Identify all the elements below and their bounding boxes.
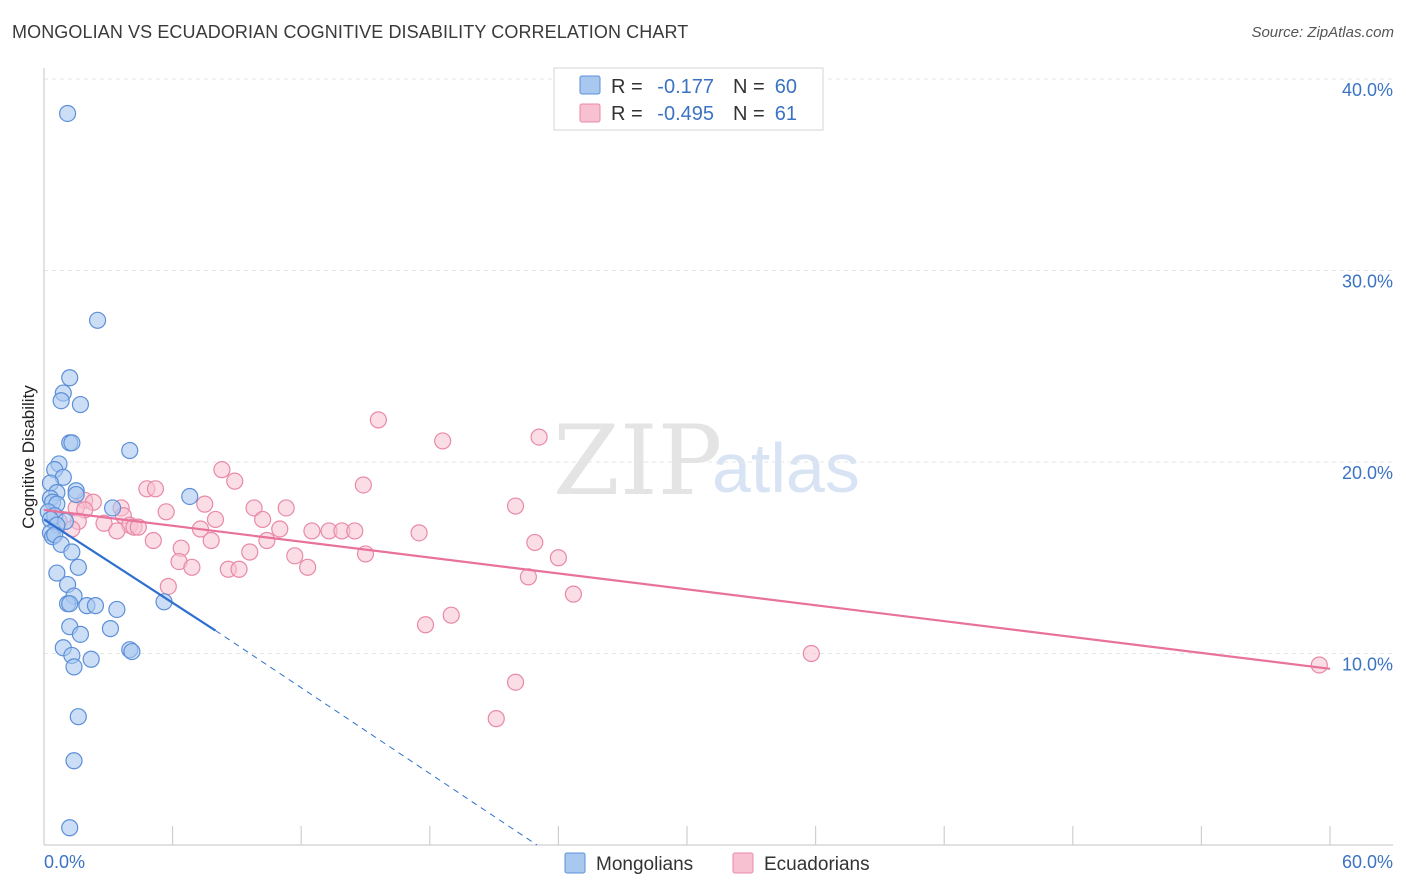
ecuadorian-point [1310,656,1328,674]
ecuadorian-point [95,514,113,532]
y-axis-label: Cognitive Disability [19,385,38,529]
mongolian-point [121,441,139,460]
mongolian-point [61,595,79,613]
ecuadorian-point [434,432,452,450]
ecuadorian-point [254,510,272,529]
ecuadorian-point [354,476,372,494]
ecuadorian-point [226,472,244,490]
ecuadorian-point [245,499,263,517]
source-label: Source: ZipAtlas.com [1251,24,1394,41]
ecuadorian-point [487,710,505,728]
mongolian-point [69,558,87,576]
ecuadorian-point [564,585,583,603]
ecuadorian-point [206,510,225,529]
mongolian-point [181,487,199,506]
mongolian-point [48,564,66,582]
ecuadorian-point [271,520,289,538]
legend-r-value-2: -0.495 [657,103,714,125]
mongolian-trend-line [43,518,217,632]
ecuadorian-point [183,558,201,576]
x-tick-label-min: 0.0% [44,852,85,872]
ecuadorian-point [196,495,214,513]
mongolian-point [103,499,122,517]
ecuadorian-point [530,428,548,446]
mongolian-point [52,392,70,410]
ecuadorian-point [144,531,162,550]
y-tick-label: 10.0% [1342,655,1393,675]
mongolian-point [123,642,141,661]
mongolian-point [61,369,79,387]
ecuadorian-point [108,522,126,540]
legend-r-label-2: R = [611,103,643,125]
ecuadorian-point [346,522,364,540]
ecuadorian-point [369,411,387,429]
ecuadorian-point [526,533,544,552]
mongolian-point [82,650,100,668]
ecuadorian-point [277,499,295,517]
legend-r-value-1: -0.177 [657,76,714,98]
ecuadorian-point [416,616,435,634]
mongolian-point [88,311,107,329]
mongolian-point [65,752,83,770]
chart-title: MONGOLIAN VS ECUADORIAN COGNITIVE DISABI… [12,22,689,42]
ecuadorian-trend-line [43,508,1331,670]
legend-n-label-2: N = [733,103,765,125]
mongolian-point [63,543,81,561]
legend-swatch-ecuadorian [579,103,601,123]
mongolian-point [65,658,83,676]
ecuadorian-point [241,543,259,561]
ecuadorian-point [230,560,248,578]
watermark-zip: ZIP [553,405,722,517]
mongolian-point [86,597,105,615]
mongolian-point [71,395,90,414]
ecuadorian-point [442,606,460,624]
correlation-legend: R = -0.177 N = 60 R = -0.495 N = 61 [553,67,824,131]
legend-swatch-mongolian [579,75,601,95]
ecuadorian-point [159,577,177,596]
y-tick-labels: 10.0% 20.0% 30.0% 40.0% [1342,80,1393,675]
bottom-legend-label-ecuadorians: Ecuadorians [764,854,870,875]
y-tick-label: 40.0% [1342,80,1393,100]
mongolian-point [71,625,90,643]
bottom-legend-swatch-mongolians [564,852,586,874]
ecuadorian-point [506,673,525,691]
legend-r-label-1: R = [611,76,643,98]
mongolian-point [67,485,85,504]
ecuadorian-point [410,524,428,542]
watermark-atlas: atlas [712,429,860,507]
trend-lines [43,508,1331,846]
ecuadorian-point [213,461,231,479]
ecuadorian-point [506,497,525,515]
mongolian-point [58,104,77,123]
mongolian-point [108,600,126,619]
legend-n-value-2: 61 [775,103,797,125]
bottom-legend-swatch-ecuadorians [732,852,754,874]
ecuadorian-points [50,411,1328,728]
mongolian-points [39,104,199,837]
mongolian-point [61,819,79,837]
mongolian-trend-extension [215,630,538,846]
legend-n-label-1: N = [733,76,765,98]
ecuadorian-point [202,531,220,550]
ecuadorian-point [802,644,820,663]
mongolian-point [101,620,120,638]
series-legend: Mongolians Ecuadorians [564,852,870,875]
mongolian-point [69,708,87,726]
ecuadorian-point [146,480,165,498]
bottom-legend-label-mongolians: Mongolians [596,854,693,875]
y-tick-label: 30.0% [1342,272,1393,292]
ecuadorian-point [258,531,276,550]
mongolian-point [63,434,81,452]
legend-n-value-1: 60 [775,76,797,98]
ecuadorian-point [299,558,317,576]
ecuadorian-point [157,503,175,521]
ecuadorian-point [549,549,568,567]
y-tick-label: 20.0% [1342,463,1393,483]
ecuadorian-point [303,522,321,540]
ecuadorian-point [286,547,304,565]
x-tick-label-max: 60.0% [1342,852,1393,872]
x-tick-marks [172,826,1331,845]
